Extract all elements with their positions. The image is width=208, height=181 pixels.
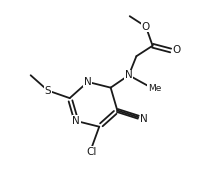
Text: N: N	[84, 77, 92, 87]
Text: S: S	[45, 85, 51, 96]
Text: Cl: Cl	[87, 147, 97, 157]
Text: O: O	[142, 22, 150, 32]
Text: N: N	[140, 114, 148, 124]
Text: O: O	[172, 45, 181, 56]
Text: Me: Me	[148, 84, 161, 93]
Text: N: N	[73, 116, 80, 126]
Text: N: N	[125, 70, 133, 80]
